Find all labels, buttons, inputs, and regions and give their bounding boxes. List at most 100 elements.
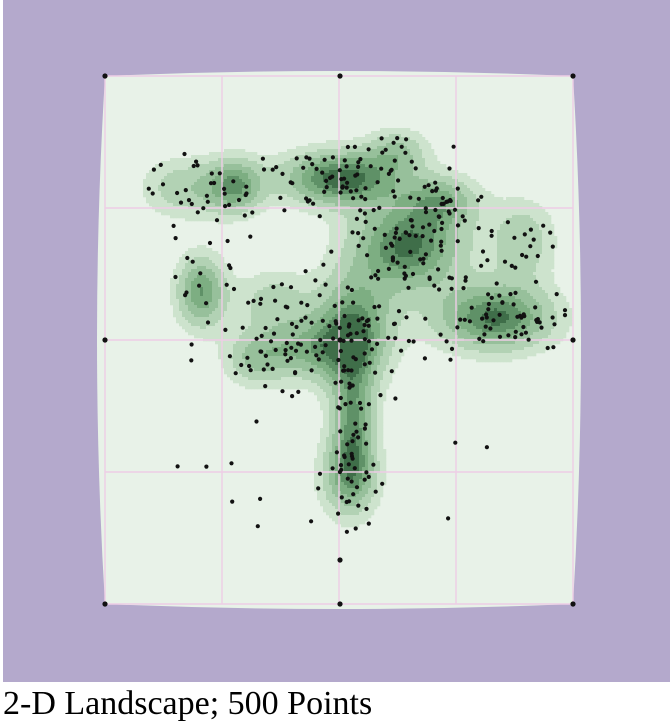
density-cell: [281, 185, 285, 189]
density-cell: [179, 182, 183, 186]
density-cell: [260, 188, 264, 192]
density-cell: [206, 218, 210, 222]
density-cell: [431, 281, 435, 285]
density-cell: [548, 245, 552, 249]
density-cell: [410, 263, 414, 267]
density-cell: [437, 173, 441, 177]
density-cell: [182, 200, 186, 204]
density-cell: [203, 269, 207, 273]
density-cell: [353, 164, 357, 168]
density-cell: [215, 209, 219, 213]
density-cell: [209, 200, 213, 204]
density-cell: [446, 224, 450, 228]
density-cell: [410, 209, 414, 213]
density-cell: [410, 284, 414, 288]
density-cell: [200, 254, 204, 258]
density-cell: [401, 233, 405, 237]
density-cell: [380, 134, 384, 138]
density-cell: [284, 161, 288, 165]
density-cell: [395, 221, 399, 225]
density-cell: [404, 194, 408, 198]
density-cell: [524, 239, 528, 243]
density-cell: [332, 212, 336, 216]
density-cell: [278, 176, 282, 180]
density-cell: [323, 272, 327, 276]
density-cell: [551, 257, 555, 261]
density-cell: [440, 263, 444, 267]
density-cell: [374, 203, 378, 207]
density-cell: [461, 185, 465, 189]
density-cell: [215, 170, 219, 174]
density-cell: [377, 218, 381, 222]
density-cell: [380, 182, 384, 186]
density-cell: [209, 188, 213, 192]
density-cell: [392, 221, 396, 225]
density-cell: [416, 155, 420, 159]
density-cell: [440, 194, 444, 198]
density-cell: [224, 173, 228, 177]
density-cell: [242, 164, 246, 168]
density-cell: [173, 179, 177, 183]
density-cell: [341, 203, 345, 207]
density-cell: [143, 194, 147, 198]
density-cell: [458, 173, 462, 177]
density-cell: [224, 215, 228, 219]
density-cell: [176, 272, 180, 276]
density-cell: [326, 254, 330, 258]
density-cell: [452, 263, 456, 267]
density-cell: [347, 212, 351, 216]
density-cell: [362, 176, 366, 180]
density-cell: [362, 215, 366, 219]
density-cell: [251, 281, 255, 285]
density-cell: [227, 215, 231, 219]
density-cell: [497, 224, 501, 228]
density-cell: [353, 167, 357, 171]
density-cell: [284, 278, 288, 282]
density-cell: [287, 164, 291, 168]
density-cell: [404, 161, 408, 165]
density-cell: [419, 239, 423, 243]
density-cell: [356, 287, 360, 291]
density-cell: [536, 284, 540, 288]
density-cell: [395, 245, 399, 249]
density-cell: [371, 260, 375, 264]
density-cell: [500, 248, 504, 252]
density-cell: [278, 167, 282, 171]
density-cell: [194, 275, 198, 279]
density-cell: [323, 278, 327, 282]
density-cell: [500, 230, 504, 234]
density-cell: [386, 191, 390, 195]
density-cell: [389, 191, 393, 195]
density-cell: [446, 173, 450, 177]
density-cell: [413, 137, 417, 141]
density-cell: [437, 251, 441, 255]
density-cell: [272, 194, 276, 198]
density-cell: [275, 182, 279, 186]
density-cell: [425, 281, 429, 285]
density-cell: [470, 212, 474, 216]
density-cell: [437, 191, 441, 195]
density-cell: [527, 254, 531, 258]
density-cell: [287, 158, 291, 162]
density-cell: [155, 188, 159, 192]
density-cell: [473, 203, 477, 207]
density-cell: [230, 215, 234, 219]
density-cell: [410, 131, 414, 135]
density-cell: [185, 263, 189, 267]
density-cell: [197, 173, 201, 177]
density-cell: [371, 266, 375, 270]
density-cell: [182, 161, 186, 165]
density-cell: [287, 176, 291, 180]
density-cell: [203, 248, 207, 252]
density-cell: [359, 191, 363, 195]
density-cell: [239, 191, 243, 195]
density-cell: [473, 269, 477, 273]
density-cell: [467, 227, 471, 231]
density-cell: [422, 152, 426, 156]
density-cell: [491, 284, 495, 288]
density-cell: [362, 248, 366, 252]
density-cell: [230, 290, 234, 294]
density-cell: [389, 233, 393, 237]
density-cell: [317, 146, 321, 150]
density-cell: [410, 179, 414, 183]
